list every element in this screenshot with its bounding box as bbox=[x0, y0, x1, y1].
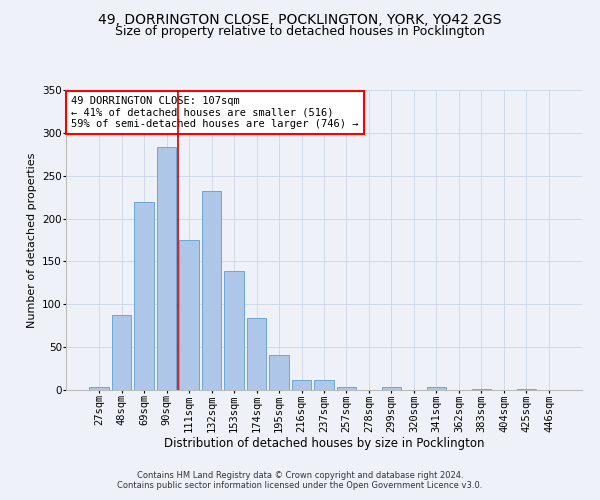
Bar bbox=[112, 316, 131, 390]
Bar bbox=[472, 389, 491, 390]
Bar bbox=[382, 388, 401, 390]
Bar bbox=[337, 386, 356, 390]
Bar bbox=[314, 380, 334, 390]
Text: 49 DORRINGTON CLOSE: 107sqm
← 41% of detached houses are smaller (516)
59% of se: 49 DORRINGTON CLOSE: 107sqm ← 41% of det… bbox=[71, 96, 359, 129]
Text: Contains HM Land Registry data © Crown copyright and database right 2024.
Contai: Contains HM Land Registry data © Crown c… bbox=[118, 470, 482, 490]
Bar bbox=[517, 389, 536, 390]
Bar bbox=[224, 271, 244, 390]
Bar bbox=[292, 380, 311, 390]
Bar bbox=[134, 202, 154, 390]
Text: Size of property relative to detached houses in Pocklington: Size of property relative to detached ho… bbox=[115, 25, 485, 38]
Text: 49, DORRINGTON CLOSE, POCKLINGTON, YORK, YO42 2GS: 49, DORRINGTON CLOSE, POCKLINGTON, YORK,… bbox=[98, 12, 502, 26]
Bar bbox=[179, 240, 199, 390]
X-axis label: Distribution of detached houses by size in Pocklington: Distribution of detached houses by size … bbox=[164, 437, 484, 450]
Bar bbox=[202, 191, 221, 390]
Y-axis label: Number of detached properties: Number of detached properties bbox=[26, 152, 37, 328]
Bar bbox=[157, 148, 176, 390]
Bar bbox=[269, 355, 289, 390]
Bar bbox=[427, 388, 446, 390]
Bar bbox=[247, 318, 266, 390]
Bar bbox=[89, 388, 109, 390]
